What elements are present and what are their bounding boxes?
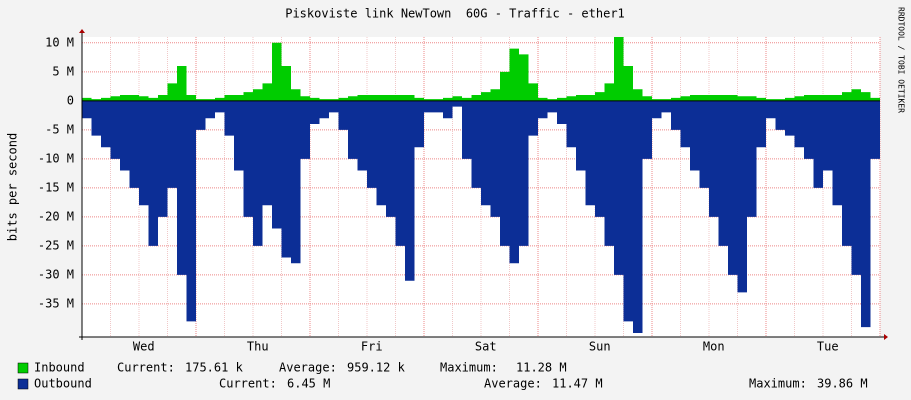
stat-value: 11.28 M bbox=[516, 361, 567, 375]
stat-value: 6.45 M bbox=[287, 377, 330, 391]
stat-value: 11.47 M bbox=[552, 377, 603, 391]
y-tick-label: -30 M bbox=[38, 267, 74, 281]
y-tick-label: 5 M bbox=[52, 64, 74, 78]
y-tick-label: -5 M bbox=[45, 122, 74, 136]
x-tick-label: Thu bbox=[247, 340, 269, 354]
legend-swatch bbox=[17, 378, 29, 390]
x-tick-label: Mon bbox=[703, 340, 725, 354]
legend-label: Inbound bbox=[34, 361, 85, 375]
y-axis-label: bits per second bbox=[6, 133, 20, 241]
area bbox=[82, 100, 880, 333]
x-tick-label: Wed bbox=[133, 340, 155, 354]
stat-label: Maximum: bbox=[749, 377, 807, 391]
stat-label: Average: bbox=[484, 377, 542, 391]
y-tick-label: -25 M bbox=[38, 238, 74, 252]
y-tick-label: -35 M bbox=[38, 296, 74, 310]
x-tick-label: Sat bbox=[475, 340, 497, 354]
stat-label: Current: bbox=[219, 377, 277, 391]
area bbox=[82, 37, 880, 101]
stat-value: 175.61 k bbox=[185, 361, 244, 375]
y-tick-label: 0 bbox=[67, 93, 74, 107]
arrow bbox=[884, 334, 888, 340]
stat-label: Average: bbox=[279, 361, 337, 375]
x-tick-label: Tue bbox=[817, 340, 839, 354]
y-tick-label: -15 M bbox=[38, 180, 74, 194]
watermark: RRDTOOL / TOBI OETIKER bbox=[897, 7, 906, 113]
chart-title: Piskoviste link NewTown 60G - Traffic - … bbox=[285, 7, 625, 21]
stat-value: 959.12 k bbox=[347, 361, 406, 375]
arrow bbox=[79, 29, 85, 33]
legend-swatch bbox=[17, 362, 29, 374]
stat-label: Maximum: bbox=[440, 361, 498, 375]
y-tick-label: -10 M bbox=[38, 151, 74, 165]
x-tick-label: Fri bbox=[361, 340, 383, 354]
stat-label: Current: bbox=[117, 361, 175, 375]
y-tick-label: 10 M bbox=[45, 35, 74, 49]
x-tick-label: Sun bbox=[589, 340, 611, 354]
y-tick-label: -20 M bbox=[38, 209, 74, 223]
legend-label: Outbound bbox=[34, 377, 92, 391]
stat-value: 39.86 M bbox=[817, 377, 868, 391]
